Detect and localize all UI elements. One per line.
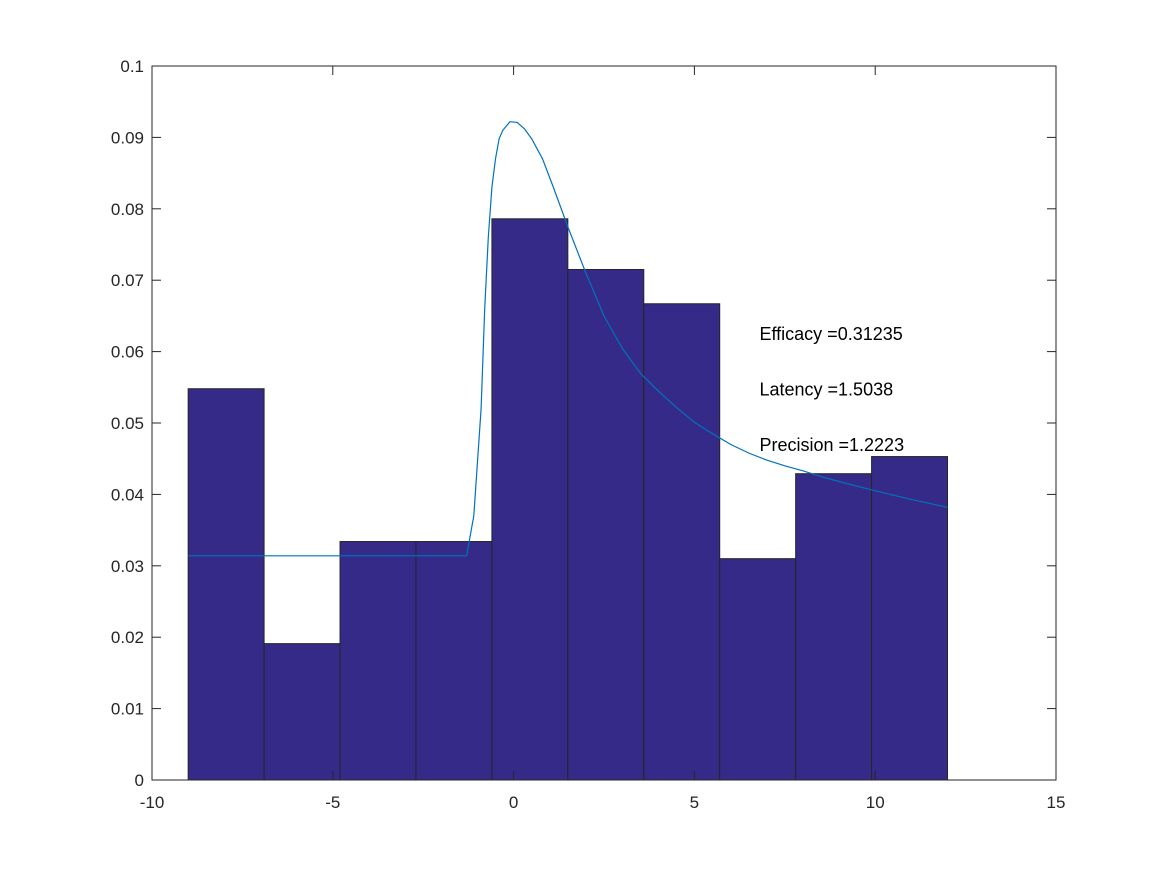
y-tick-label: 0.06 [111, 343, 144, 362]
y-tick-label: 0.02 [111, 628, 144, 647]
fit-curve-line [188, 121, 948, 557]
histogram-bar [339, 541, 417, 781]
y-tick-label: 0.08 [111, 200, 144, 219]
histogram-bar [567, 268, 645, 781]
x-tick-label: 5 [690, 793, 699, 812]
histogram-bar [795, 473, 873, 781]
x-tick-label: 15 [1047, 793, 1066, 812]
y-tick-label: 0.1 [120, 57, 144, 76]
fit-curve-layer [188, 121, 948, 557]
y-tick-label: 0.07 [111, 271, 144, 290]
histogram-bar [871, 456, 949, 781]
x-tick-label: 0 [509, 793, 518, 812]
bars-layer [187, 218, 949, 781]
stat-annotation: Efficacy =0.31235 [759, 324, 902, 344]
annotations-layer: Efficacy =0.31235 Latency =1.5038 Precisio… [759, 324, 904, 455]
histogram-bar [643, 303, 721, 781]
y-tick-label: 0.05 [111, 414, 144, 433]
histogram-bar [491, 218, 569, 781]
x-tick-label: -10 [140, 793, 165, 812]
x-tick-label: 10 [866, 793, 885, 812]
histogram-bar [187, 388, 265, 781]
histogram-bar [415, 541, 493, 781]
x-tick-label: -5 [325, 793, 340, 812]
y-tick-label: 0 [135, 771, 144, 790]
y-tick-label: 0.04 [111, 485, 144, 504]
y-tick-label: 0.03 [111, 557, 144, 576]
y-tick-label: 0.01 [111, 700, 144, 719]
stat-annotation: Precision =1.2223 [759, 435, 904, 455]
ticks-layer: -10 -5 0 5 10 15 0 0.01 0.02 0.03 0.04 0.05 0.06 0.07… [111, 57, 1066, 812]
stat-annotation: Latency =1.5038 [759, 379, 893, 399]
histogram-bar [719, 558, 797, 781]
y-tick-label: 0.09 [111, 128, 144, 147]
histogram-bar [263, 643, 341, 781]
